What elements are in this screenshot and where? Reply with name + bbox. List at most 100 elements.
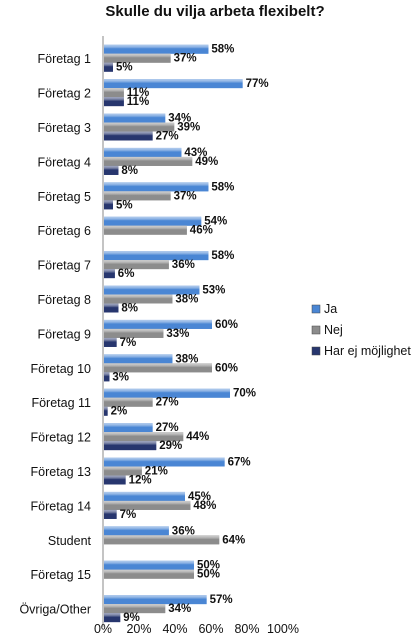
bar-highlight	[104, 156, 193, 166]
data-label: 27%	[156, 131, 179, 143]
bar-highlight	[104, 182, 209, 192]
bar-highlight	[104, 131, 153, 141]
data-label: 7%	[120, 337, 137, 349]
chart-category-labels: Företag 1 Företag 2 Företag 3 Företag 4 Före…	[19, 52, 91, 616]
data-label: 38%	[175, 353, 198, 365]
bar-highlight	[104, 491, 185, 501]
category-label: Företag 13	[31, 465, 92, 479]
category-label: Företag 4	[37, 155, 91, 169]
category-label: Företag 5	[37, 190, 91, 204]
legend-label: Ja	[324, 302, 337, 316]
bar-highlight	[104, 260, 169, 270]
bar-highlight	[104, 423, 153, 433]
bar-highlight	[104, 475, 126, 485]
data-label: 3%	[112, 371, 129, 383]
data-label: 44%	[186, 431, 209, 443]
data-label: 33%	[166, 328, 189, 340]
bar-highlight	[104, 165, 119, 175]
bar-highlight	[104, 354, 173, 364]
data-label: 11%	[127, 96, 149, 108]
category-label: Företag 14	[31, 499, 92, 513]
data-label: 45%	[188, 491, 211, 503]
data-label: 57%	[210, 594, 233, 606]
category-label: Företag 7	[37, 259, 91, 273]
bar-highlight	[104, 200, 113, 210]
category-label: Företag 15	[31, 568, 92, 582]
bar-highlight	[104, 44, 209, 54]
bar-highlight	[104, 372, 110, 382]
category-label: Företag 3	[37, 121, 91, 135]
bar-highlight	[104, 569, 194, 579]
data-label: 11%	[127, 87, 149, 99]
legend-swatch	[311, 325, 321, 335]
bar-highlight	[104, 122, 175, 132]
data-label: 7%	[120, 509, 137, 521]
data-label: 39%	[177, 122, 200, 134]
chart-bars	[104, 44, 243, 623]
bar-highlight	[104, 457, 225, 467]
data-label: 48%	[193, 500, 216, 512]
data-label: 53%	[202, 285, 225, 297]
bar-highlight	[104, 337, 117, 347]
data-label: 64%	[222, 534, 245, 546]
bar-highlight	[104, 319, 212, 329]
bar-highlight	[104, 53, 171, 63]
legend-label: Har ej möjlighet	[324, 344, 411, 358]
bar-highlight	[104, 441, 157, 451]
legend-label: Nej	[324, 323, 343, 337]
bar-highlight	[104, 285, 200, 295]
bar-highlight	[104, 500, 191, 510]
data-label: 5%	[116, 62, 133, 74]
data-label: 70%	[233, 388, 256, 400]
bar-highlight	[104, 113, 166, 123]
bar-highlight	[104, 88, 124, 98]
category-label: Företag 12	[31, 431, 92, 445]
data-label: 60%	[215, 319, 238, 331]
chart-data-labels: 58%37%5%77%11%11%34%39%27%43%49%8%58%37%…	[111, 44, 269, 624]
bar-highlight	[104, 303, 119, 313]
data-label: 2%	[111, 406, 128, 418]
category-label: Student	[48, 534, 92, 548]
category-label: Företag 1	[37, 52, 91, 66]
data-label: 37%	[174, 190, 197, 202]
bar-highlight	[104, 526, 169, 536]
data-label: 58%	[211, 250, 234, 262]
data-label: 9%	[123, 612, 140, 624]
data-label: 21%	[145, 466, 168, 478]
bar-highlight	[104, 466, 142, 476]
data-label: 36%	[172, 525, 195, 537]
category-label: Företag 8	[37, 293, 91, 307]
bar-highlight	[104, 97, 124, 107]
bar-highlight	[104, 191, 171, 201]
data-label: 29%	[159, 440, 182, 452]
data-label: 60%	[215, 362, 238, 374]
data-label: 8%	[121, 303, 138, 315]
bar-highlight	[104, 613, 121, 623]
data-label: 37%	[174, 53, 197, 65]
data-label: 34%	[168, 603, 191, 615]
bar-highlight	[104, 269, 115, 279]
bar-highlight	[104, 363, 212, 373]
bar-highlight	[104, 560, 194, 570]
data-label: 50%	[197, 560, 220, 572]
category-label: Övriga/Other	[19, 603, 91, 617]
data-label: 58%	[211, 44, 234, 56]
chart-title: Skulle du vilja arbeta flexibelt?	[105, 3, 324, 20]
category-label: Företag 9	[37, 327, 91, 341]
data-label: 54%	[204, 216, 227, 228]
data-label: 36%	[172, 259, 195, 271]
data-label: 27%	[156, 422, 179, 434]
data-label: 5%	[116, 199, 133, 211]
x-tick-label: 100%	[267, 622, 299, 636]
bar-highlight	[104, 388, 230, 398]
data-label: 6%	[118, 268, 135, 280]
chart-legend: Ja Nej Har ej möjlighet	[311, 302, 411, 358]
legend-swatch	[311, 346, 321, 356]
data-label: 58%	[211, 181, 234, 193]
data-label: 27%	[156, 397, 179, 409]
x-tick-label: 0%	[94, 622, 112, 636]
bar-highlight	[104, 535, 220, 545]
data-label: 12%	[129, 475, 152, 487]
category-label: Företag 6	[37, 224, 91, 238]
